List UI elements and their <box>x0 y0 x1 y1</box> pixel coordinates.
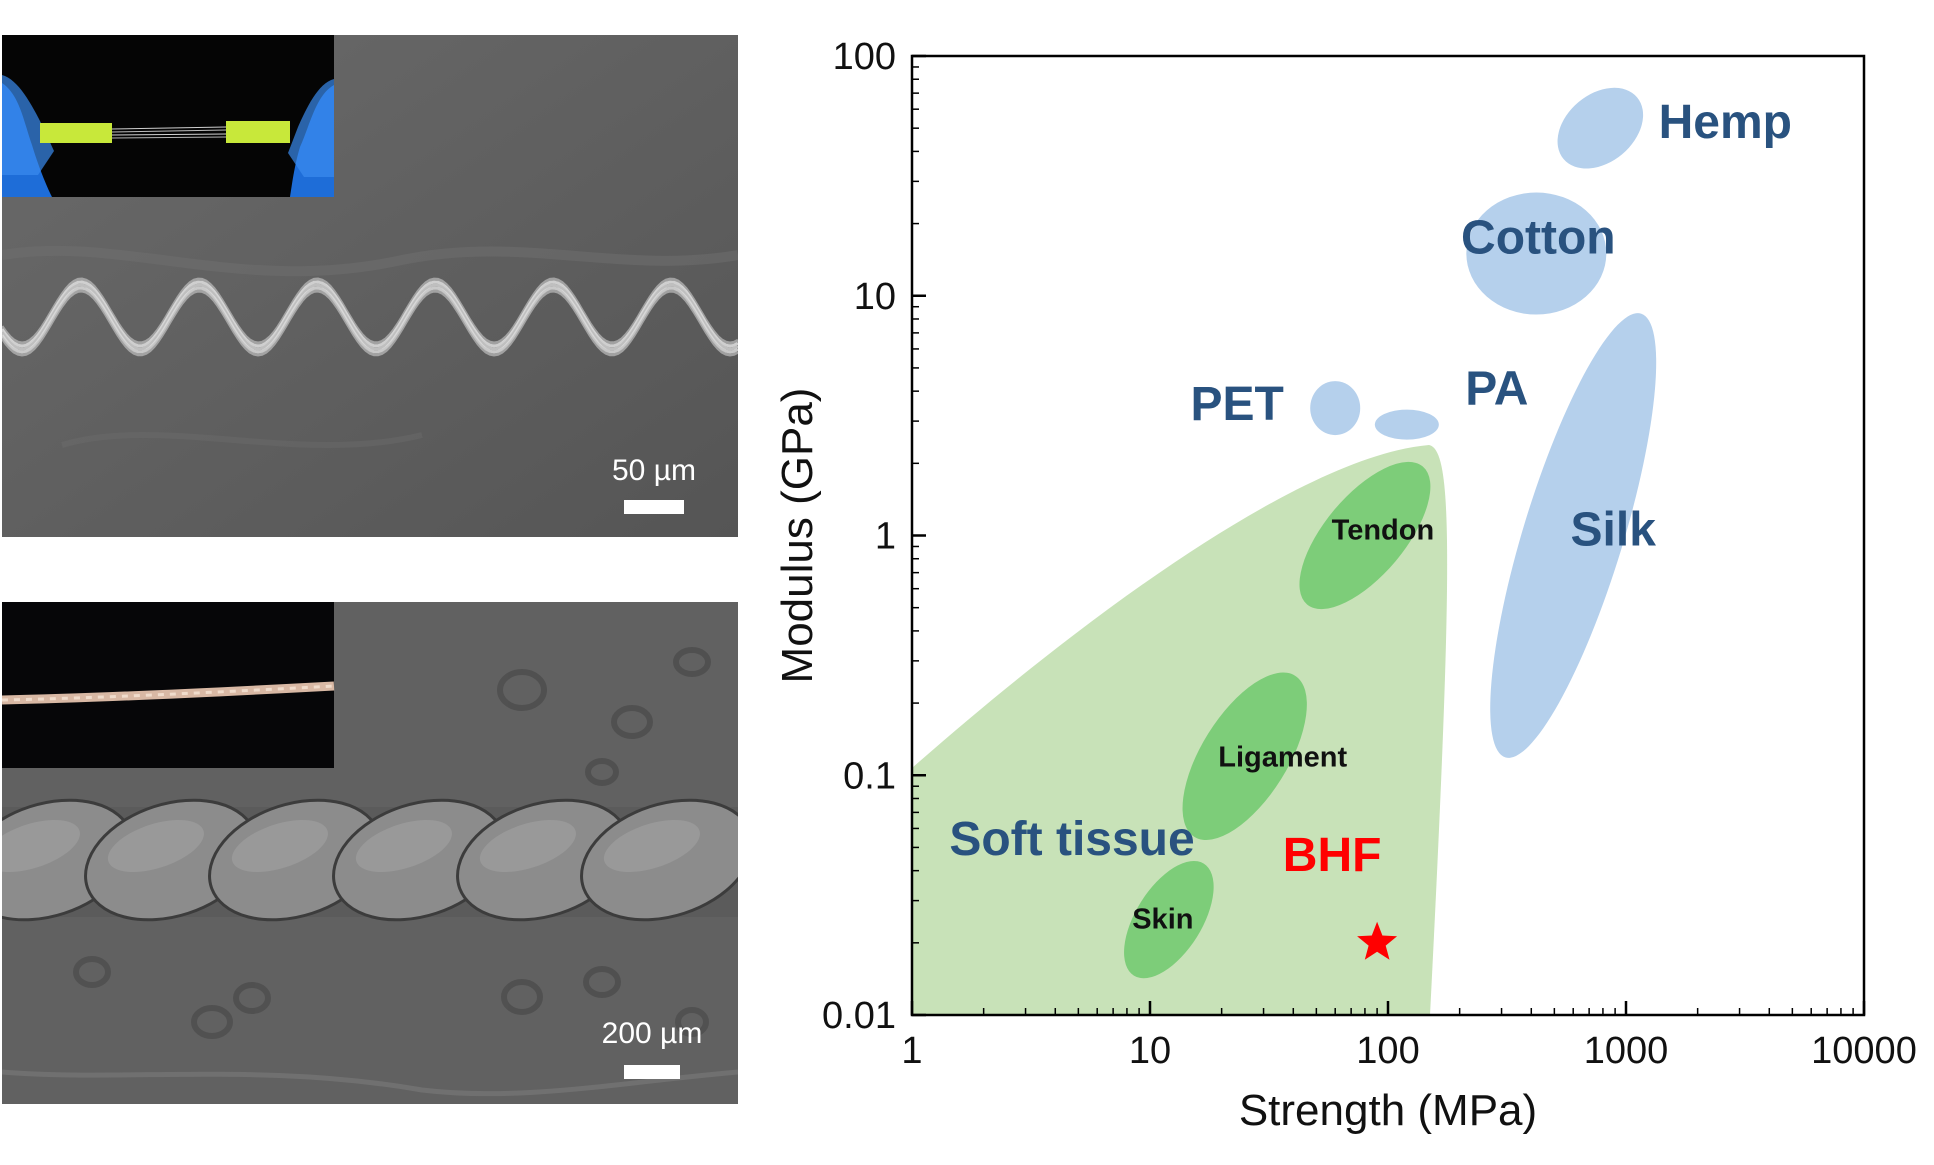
y-tick-label: 0.1 <box>843 755 896 797</box>
braid-highlight <box>479 819 576 872</box>
braid-highlight <box>603 819 700 872</box>
x-axis-label: Strength (MPa) <box>1239 1086 1537 1135</box>
helix-strand <box>2 286 738 354</box>
scale-bar <box>624 500 684 514</box>
sem-image-helical-graphic: 50 µm <box>2 35 738 537</box>
region-ligament <box>1182 672 1307 840</box>
y-tick-label: 10 <box>854 276 896 318</box>
scale-bar <box>624 1065 680 1079</box>
sem-image-helical-fiber: 50 µm <box>2 35 738 537</box>
region-label-ligament: Ligament <box>1218 741 1347 773</box>
region-skin <box>1124 860 1214 979</box>
x-tick-label: 10 <box>1129 1030 1171 1072</box>
region-silk <box>1490 313 1657 758</box>
sem-image-braided-graphic: 200 µm <box>2 602 738 1104</box>
point-label-bhf: BHF <box>1283 829 1382 882</box>
helix-strand <box>2 283 738 351</box>
y-axis-label: Modulus (GPa) <box>773 388 822 684</box>
region-hemp <box>1557 87 1644 169</box>
y-tick-label: 0.01 <box>822 995 896 1037</box>
helix-strand <box>2 280 738 348</box>
soft-tissue-label: Soft tissue <box>949 813 1194 866</box>
region-label-pet: PET <box>1191 378 1284 431</box>
scale-label: 200 µm <box>602 1017 703 1050</box>
x-tick-label: 1000 <box>1584 1030 1669 1072</box>
region-label-hemp: Hemp <box>1659 96 1792 149</box>
chart-svg: 1 10 100 1000 10000 0.01 0.1 1 10 100 Hemp Cotton S… <box>773 36 1917 1135</box>
x-tick-label: 1 <box>901 1030 922 1072</box>
inset-photo-braided-yarn <box>2 602 335 768</box>
sem-image-braided-fiber: 200 µm <box>2 602 738 1104</box>
y-tick-label: 100 <box>833 36 896 78</box>
helix-strand <box>2 277 738 345</box>
region-label-pa: PA <box>1465 363 1528 416</box>
braid-highlight <box>231 819 328 872</box>
strength-modulus-chart: 1 10 100 1000 10000 0.01 0.1 1 10 100 Hemp Cotton S… <box>760 20 1934 1160</box>
braid-highlight <box>107 819 204 872</box>
x-tick-label: 10000 <box>1811 1030 1917 1072</box>
braided-fiber <box>2 798 738 922</box>
point-bhf-star <box>1357 921 1398 960</box>
region-label-cotton: Cotton <box>1461 212 1616 265</box>
helix-strand <box>2 289 738 357</box>
region-label-silk: Silk <box>1571 504 1657 557</box>
braid-highlight <box>2 819 80 872</box>
scale-label: 50 µm <box>612 454 696 487</box>
region-cotton <box>1466 192 1607 315</box>
helix-fiber <box>2 277 738 357</box>
region-label-skin: Skin <box>1132 904 1193 936</box>
region-tendon <box>1299 461 1431 610</box>
inset-photo-stretched-fiber <box>2 35 334 197</box>
braid-highlight <box>355 819 452 872</box>
y-tick-label: 1 <box>875 516 896 558</box>
region-pa <box>1374 409 1439 440</box>
region-pet <box>1310 381 1361 436</box>
region-label-tendon: Tendon <box>1332 515 1435 547</box>
x-tick-label: 100 <box>1356 1030 1419 1072</box>
